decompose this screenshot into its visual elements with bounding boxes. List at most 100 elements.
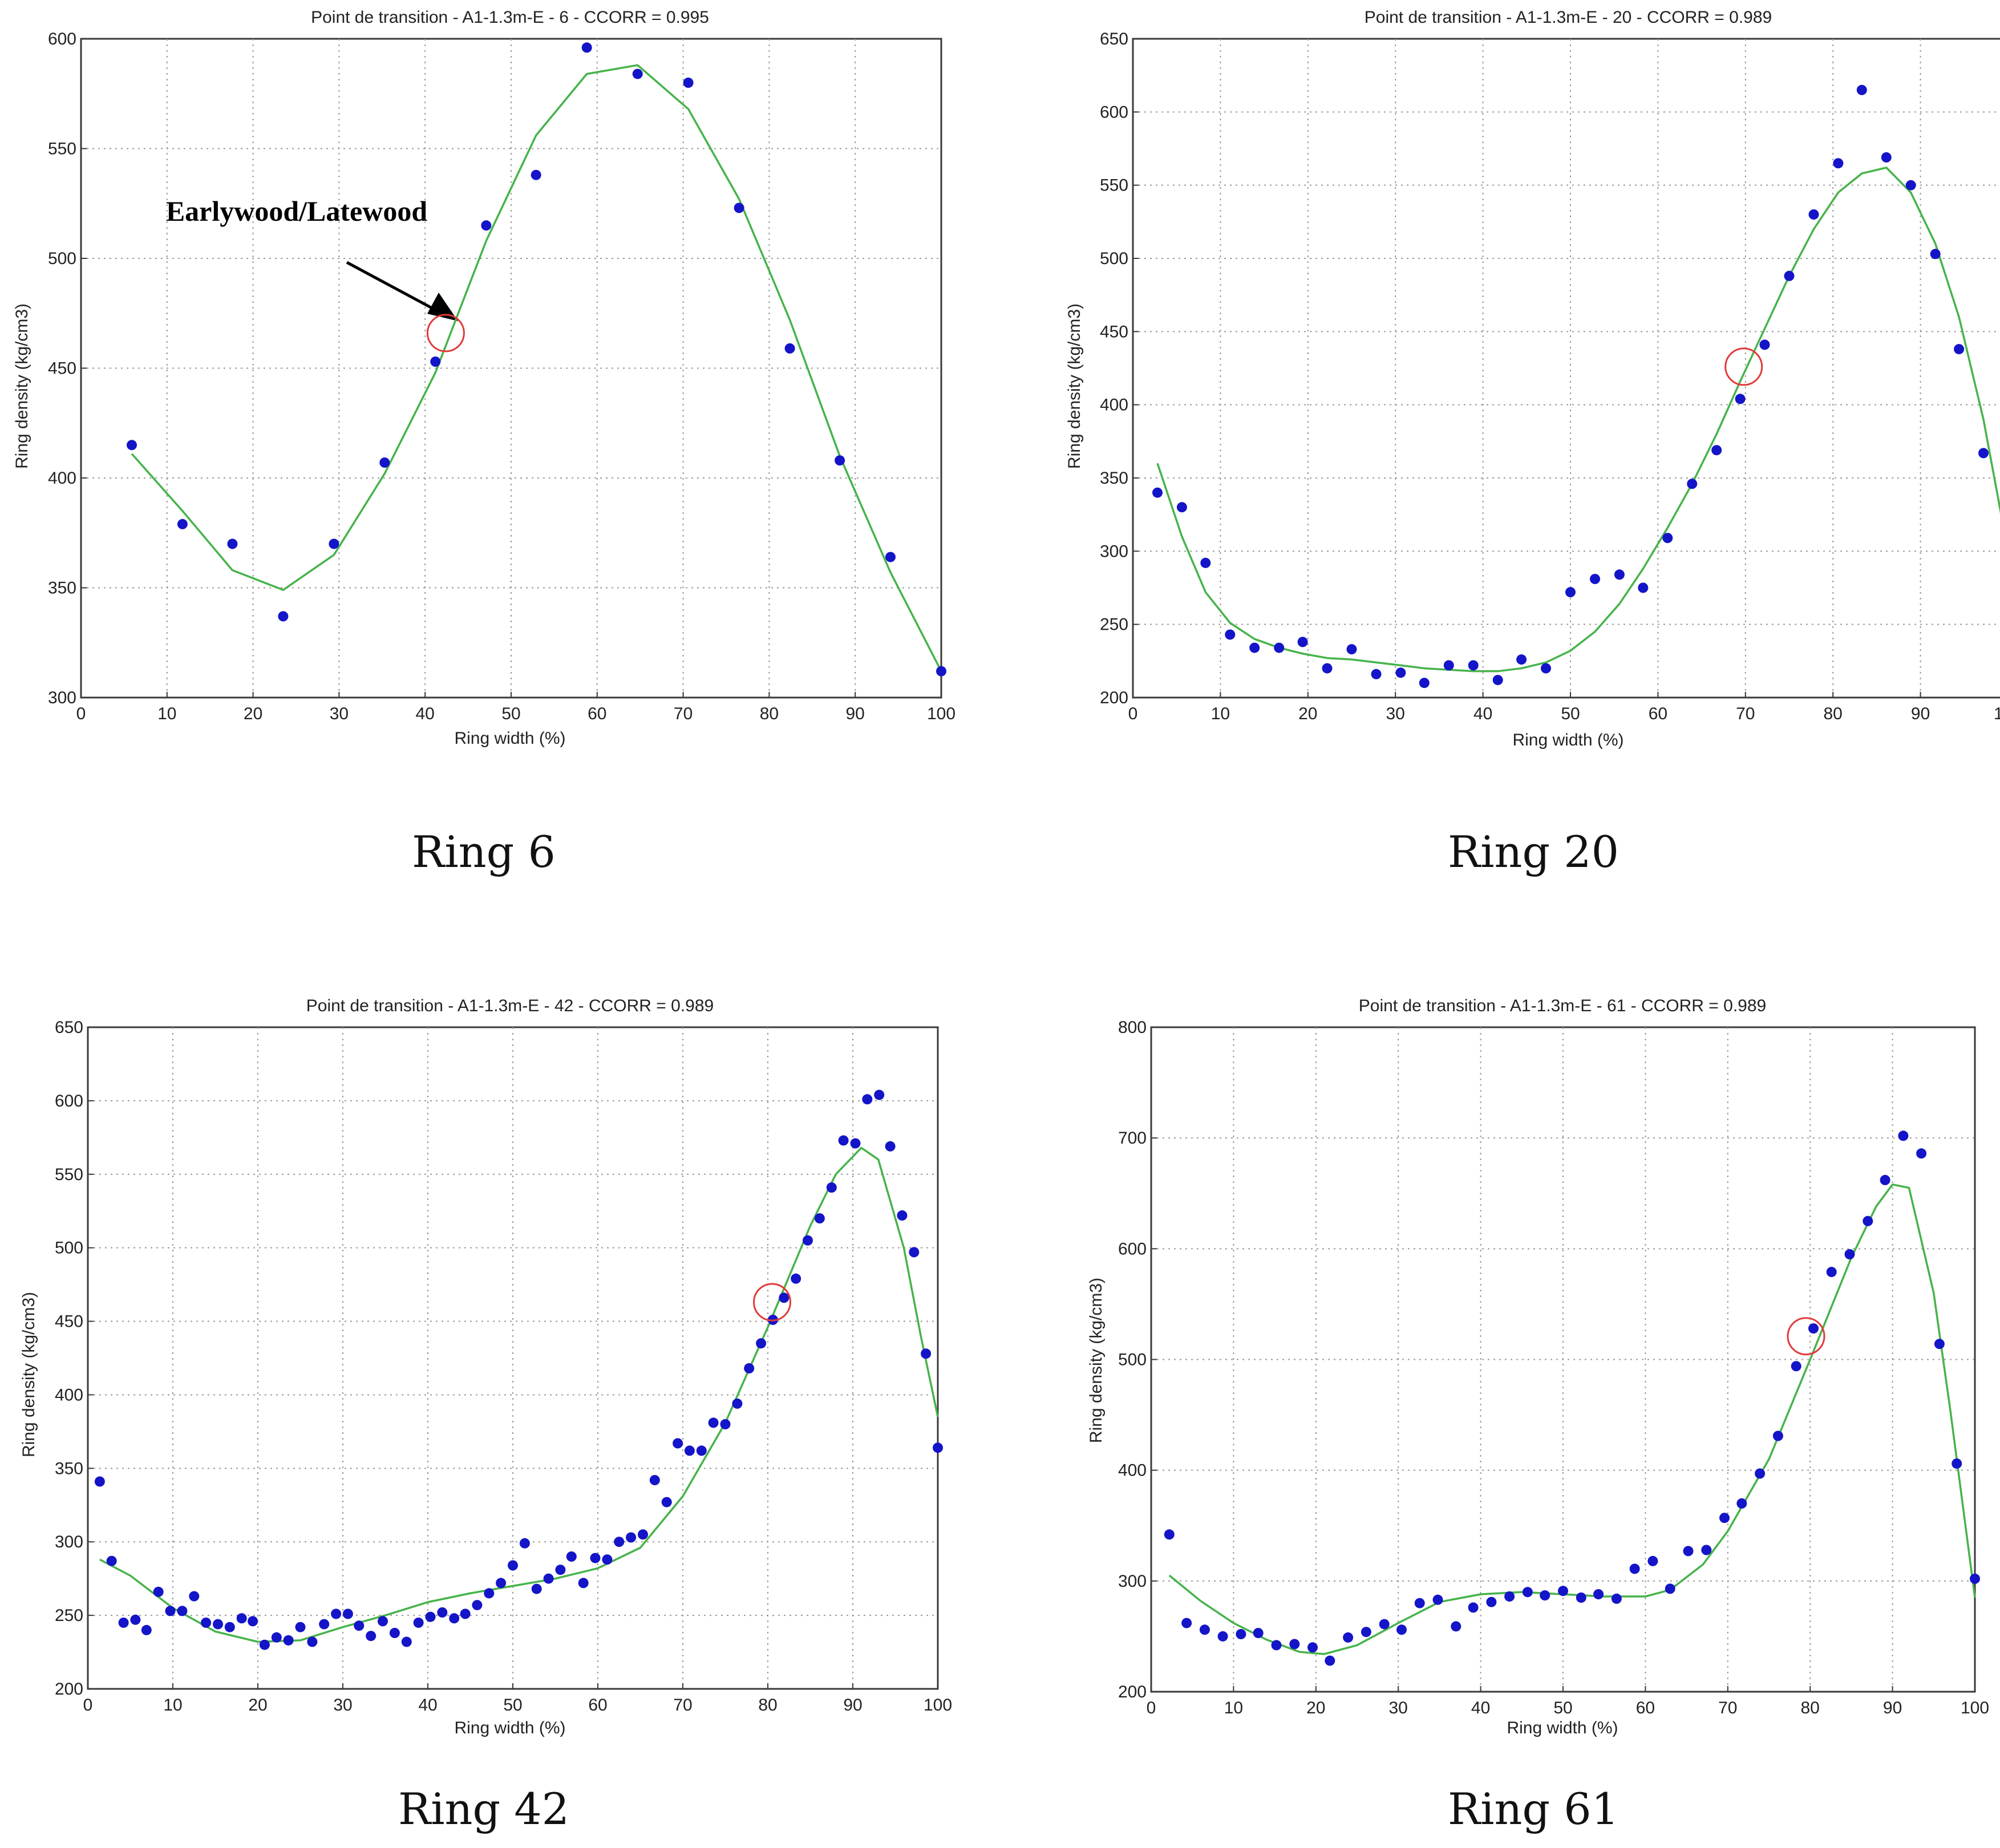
- data-point: [248, 1616, 258, 1627]
- data-point: [1516, 654, 1527, 665]
- data-point: [1772, 1430, 1783, 1441]
- data-point: [1322, 663, 1333, 674]
- x-tick-label: 20: [248, 1696, 267, 1715]
- data-point: [1217, 1631, 1228, 1642]
- data-point: [1492, 675, 1503, 686]
- x-tick-label: 20: [1306, 1699, 1325, 1717]
- chart-title: Point de transition - A1-1.3m-E - 20 - C…: [1365, 8, 1772, 27]
- chart-ring-6: Point de transition - A1-1.3m-E - 6 - CC…: [13, 8, 956, 877]
- data-point: [430, 356, 441, 367]
- data-point: [814, 1213, 825, 1224]
- data-point: [1522, 1587, 1533, 1598]
- chart-ring-20: Point de transition - A1-1.3m-E - 20 - C…: [1065, 8, 2000, 877]
- data-point: [1540, 1590, 1550, 1601]
- x-tick-label: 90: [846, 704, 865, 723]
- data-point: [1225, 629, 1236, 640]
- data-point: [734, 202, 744, 213]
- data-point: [791, 1273, 801, 1284]
- data-point: [1930, 249, 1941, 260]
- data-point: [803, 1235, 813, 1246]
- data-point: [732, 1398, 743, 1409]
- data-point: [756, 1338, 767, 1349]
- data-point: [295, 1622, 306, 1632]
- x-axis-label: Ring width (%): [1507, 1719, 1618, 1737]
- y-tick-label: 500: [48, 249, 76, 268]
- data-point: [413, 1618, 424, 1628]
- x-tick-label: 10: [1224, 1699, 1243, 1717]
- data-point: [1978, 448, 1989, 459]
- y-tick-label: 300: [55, 1533, 83, 1551]
- data-point: [1826, 1267, 1837, 1278]
- y-tick-label: 350: [1100, 469, 1128, 488]
- data-point: [632, 68, 643, 79]
- x-tick-label: 10: [1211, 704, 1230, 723]
- x-tick-label: 90: [1911, 704, 1930, 723]
- x-tick-label: 30: [1389, 1699, 1408, 1717]
- data-point: [581, 42, 592, 53]
- data-point: [1432, 1594, 1443, 1605]
- data-point: [366, 1631, 376, 1642]
- data-point: [106, 1555, 117, 1566]
- data-point: [835, 455, 845, 466]
- data-point: [1638, 582, 1649, 593]
- data-point: [437, 1607, 448, 1618]
- data-point: [1755, 1468, 1766, 1479]
- data-point: [614, 1537, 625, 1547]
- data-point: [1934, 1339, 1945, 1349]
- data-point: [1468, 660, 1479, 671]
- data-point: [720, 1419, 731, 1429]
- data-point: [684, 1445, 695, 1456]
- data-point: [1199, 1624, 1210, 1635]
- data-point: [1371, 668, 1382, 679]
- data-point: [602, 1554, 613, 1565]
- chart-ring-61: Point de transition - A1-1.3m-E - 61 - C…: [1087, 996, 1989, 1834]
- y-axis-label: Ring density (kg/cm3): [1087, 1278, 1106, 1443]
- data-point: [1665, 1583, 1675, 1594]
- data-point: [1443, 660, 1454, 671]
- data-point: [460, 1608, 471, 1619]
- data-point: [1791, 1361, 1801, 1372]
- data-point: [1844, 1249, 1855, 1259]
- x-tick-label: 80: [1824, 704, 1843, 723]
- y-axis-label: Ring density (kg/cm3): [1065, 303, 1084, 469]
- data-point: [1152, 487, 1163, 498]
- data-point: [933, 1442, 943, 1453]
- x-tick-label: 30: [330, 704, 349, 723]
- data-point: [1419, 678, 1430, 688]
- data-point: [1236, 1629, 1246, 1639]
- data-point: [189, 1591, 200, 1602]
- y-tick-label: 550: [48, 140, 76, 159]
- x-tick-label: 60: [588, 1696, 607, 1715]
- y-tick-label: 300: [1118, 1572, 1147, 1591]
- data-point: [638, 1529, 648, 1540]
- data-point: [165, 1606, 176, 1616]
- data-point: [1808, 1323, 1819, 1334]
- data-point: [1253, 1628, 1264, 1639]
- data-point: [1274, 642, 1285, 653]
- data-point: [885, 552, 896, 562]
- fit-line: [1168, 1183, 1976, 1655]
- y-tick-label: 450: [1100, 322, 1128, 341]
- data-point: [850, 1138, 861, 1149]
- data-point: [1249, 642, 1260, 653]
- y-tick-label: 400: [1118, 1461, 1147, 1480]
- x-tick-label: 30: [1386, 704, 1405, 723]
- x-tick-label: 20: [1298, 704, 1317, 723]
- x-tick-label: 90: [1883, 1699, 1902, 1717]
- data-point: [862, 1094, 873, 1105]
- annotation-arrow-head: [427, 293, 458, 321]
- data-point: [838, 1135, 849, 1146]
- data-point: [744, 1363, 755, 1373]
- data-point: [201, 1618, 212, 1628]
- data-point: [936, 666, 946, 676]
- y-tick-label: 650: [55, 1018, 83, 1037]
- data-point: [177, 1606, 188, 1616]
- data-point: [555, 1565, 566, 1575]
- x-tick-label: 10: [157, 704, 176, 723]
- data-point: [1414, 1598, 1425, 1608]
- x-tick-label: 100: [1961, 1699, 1989, 1717]
- y-tick-label: 450: [55, 1312, 83, 1331]
- data-point: [1629, 1563, 1640, 1574]
- y-tick-label: 500: [1100, 249, 1128, 268]
- data-point: [378, 1616, 388, 1627]
